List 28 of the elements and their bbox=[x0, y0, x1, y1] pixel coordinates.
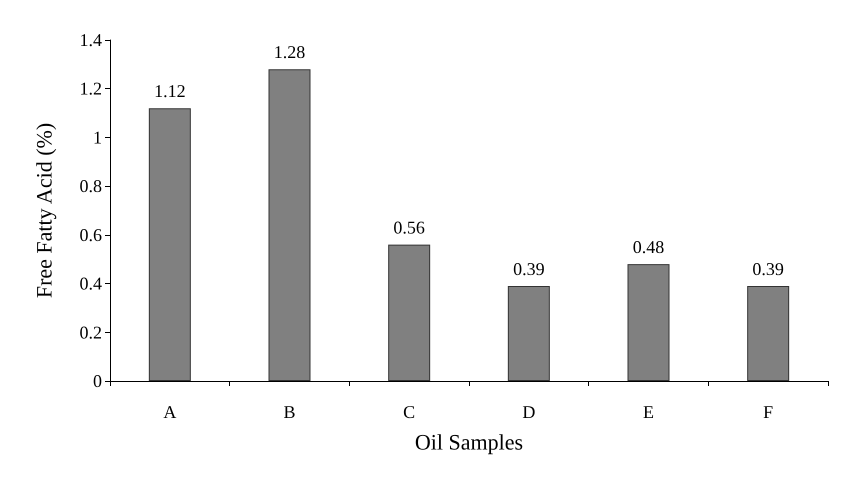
data-label: 0.39 bbox=[752, 259, 784, 280]
bar bbox=[388, 244, 430, 381]
y-axis-title: Free Fatty Acid (%) bbox=[32, 122, 56, 298]
x-tick-label: E bbox=[643, 402, 654, 422]
data-label: 0.48 bbox=[632, 237, 664, 258]
x-tick-label: A bbox=[163, 402, 176, 422]
y-tick-label: 0.2 bbox=[80, 322, 102, 342]
x-tick-label: F bbox=[763, 402, 774, 422]
y-tick-label: 0 bbox=[93, 371, 102, 391]
y-tick-label: 0.8 bbox=[80, 176, 102, 196]
y-tick-label: 0.6 bbox=[80, 224, 102, 245]
bar bbox=[747, 286, 790, 381]
data-label: 1.12 bbox=[154, 81, 186, 102]
data-label: 1.28 bbox=[274, 42, 306, 62]
y-tick-label: 1.2 bbox=[80, 78, 102, 99]
bar bbox=[148, 108, 191, 381]
x-tick-label: D bbox=[522, 402, 536, 422]
y-tick-label: 1 bbox=[93, 127, 102, 148]
bar bbox=[268, 69, 310, 381]
data-label: 0.56 bbox=[393, 218, 425, 238]
y-tick-label: 0.4 bbox=[80, 274, 102, 294]
y-tick-label: 1.4 bbox=[80, 30, 102, 50]
x-axis-title: Oil Samples bbox=[414, 430, 524, 454]
bar bbox=[508, 286, 550, 381]
data-label: 0.39 bbox=[513, 259, 545, 280]
bar bbox=[628, 264, 670, 381]
x-tick-label: B bbox=[283, 402, 296, 422]
x-tick-label: C bbox=[403, 402, 416, 422]
